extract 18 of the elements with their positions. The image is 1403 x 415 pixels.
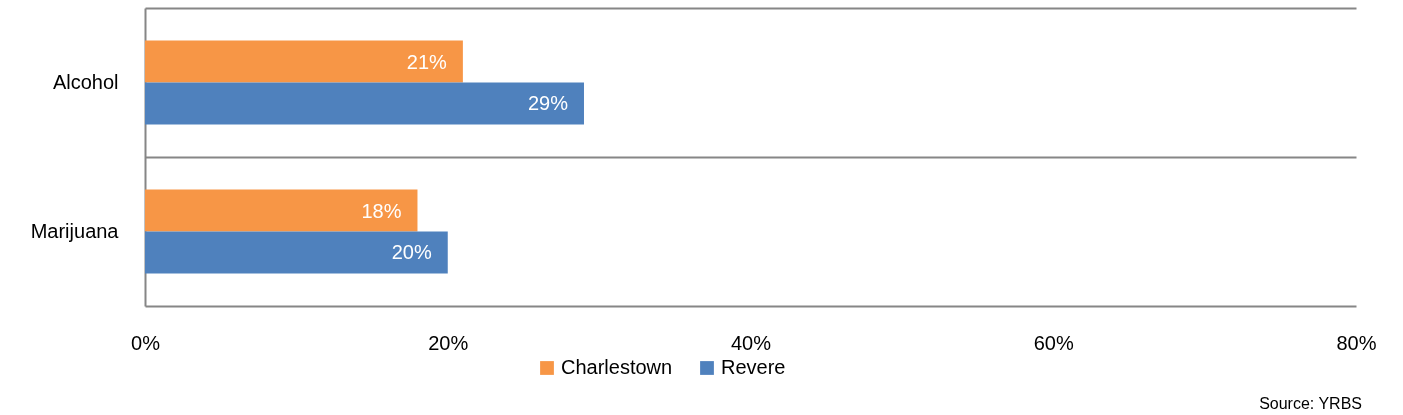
x-tick-label: 0%: [131, 331, 161, 354]
x-tick-label: 60%: [1033, 331, 1074, 354]
legend-label: Charlestown: [561, 356, 673, 378]
bar: [145, 231, 448, 274]
x-tick-label: 40%: [730, 331, 772, 354]
legend-label: Revere: [721, 356, 786, 378]
bar: [145, 40, 463, 83]
x-tick-label: 20%: [428, 331, 469, 354]
source-note: Source: YRBS: [1259, 395, 1362, 412]
bar: [145, 189, 418, 232]
bar: [145, 82, 584, 125]
data-label: 20%: [391, 241, 432, 264]
y-tick-label: Alcohol: [52, 71, 119, 93]
data-label: 29%: [527, 92, 569, 115]
y-tick-label: Marijuana: [30, 220, 120, 242]
data-label: 21%: [406, 50, 448, 73]
x-tick-label: 80%: [1336, 331, 1377, 354]
data-label: 18%: [361, 199, 402, 222]
